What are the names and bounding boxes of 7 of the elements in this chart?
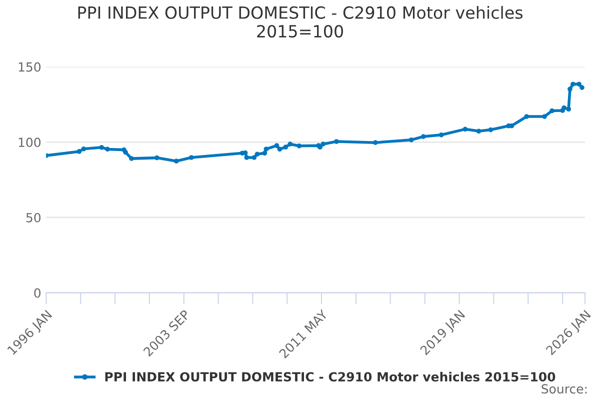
y-tick-label: 50 [26, 212, 41, 222]
y-tick-label: 0 [34, 288, 41, 298]
y-tick-label: 100 [18, 138, 41, 148]
y-tick-label: 150 [18, 62, 41, 72]
source-note: Source: [542, 384, 587, 394]
chart-title: PPI INDEX OUTPUT DOMESTIC - C2910 Motor vehicles 2015=100 [78, 6, 523, 38]
legend-label: PPI INDEX OUTPUT DOMESTIC - C2910 Motor vehicles 2015=100 [105, 372, 556, 382]
